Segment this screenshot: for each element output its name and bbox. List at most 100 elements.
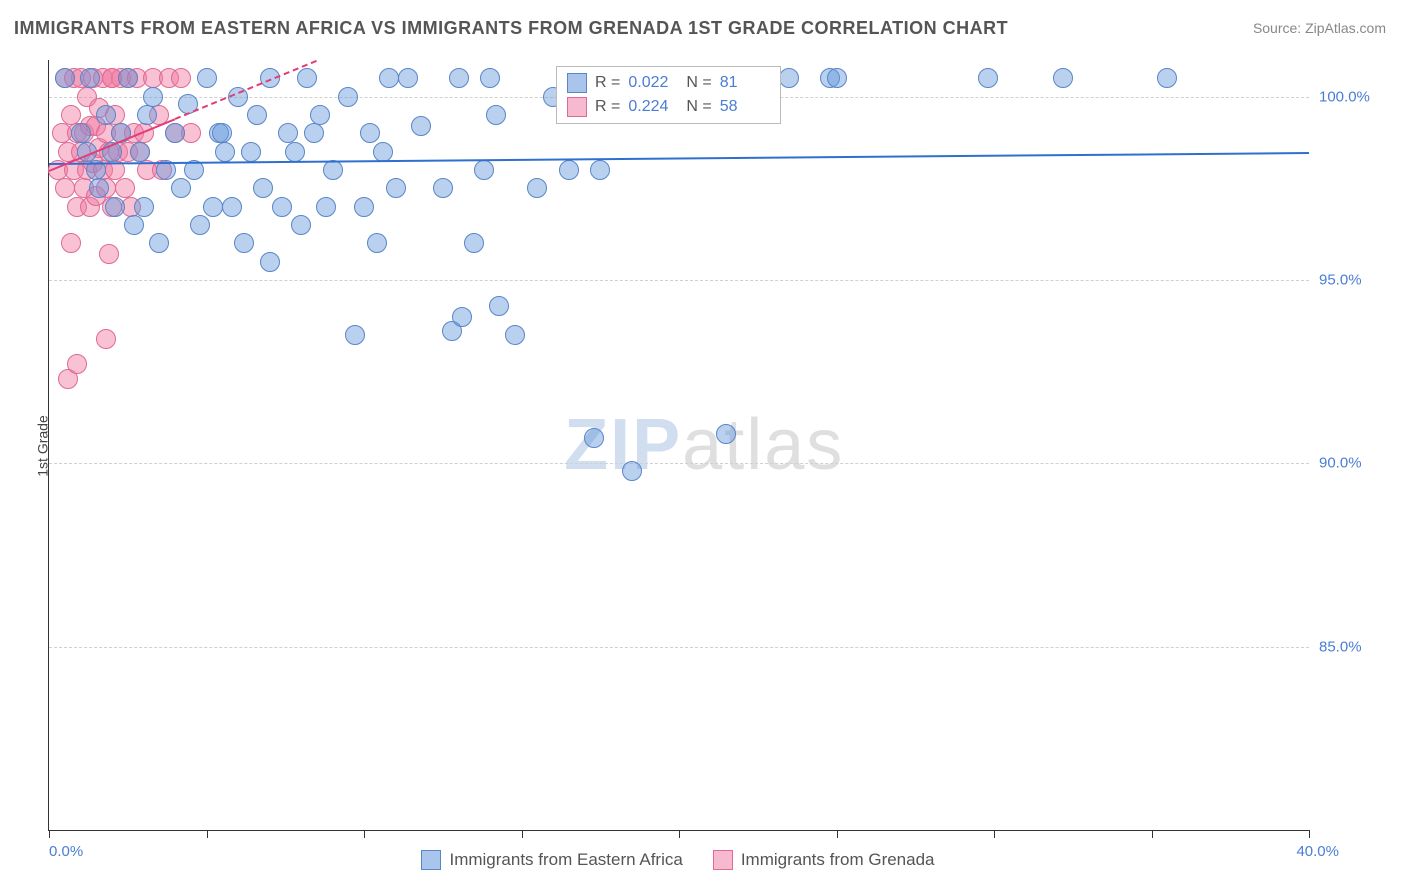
data-point bbox=[367, 233, 387, 253]
y-tick-label: 85.0% bbox=[1319, 638, 1379, 655]
data-point bbox=[354, 197, 374, 217]
legend-series-label: Immigrants from Grenada bbox=[741, 850, 935, 870]
data-point bbox=[215, 142, 235, 162]
data-point bbox=[527, 178, 547, 198]
data-point bbox=[449, 68, 469, 88]
legend-r-label: R = bbox=[595, 71, 620, 95]
data-point bbox=[143, 87, 163, 107]
data-point bbox=[398, 68, 418, 88]
data-point bbox=[171, 178, 191, 198]
source-credit: Source: ZipAtlas.com bbox=[1253, 20, 1386, 36]
data-point bbox=[137, 105, 157, 125]
data-point bbox=[96, 329, 116, 349]
data-point bbox=[345, 325, 365, 345]
data-point bbox=[105, 197, 125, 217]
legend-item: Immigrants from Grenada bbox=[713, 850, 935, 870]
data-point bbox=[203, 197, 223, 217]
data-point bbox=[67, 354, 87, 374]
x-tick bbox=[1152, 830, 1153, 838]
data-point bbox=[1157, 68, 1177, 88]
data-point bbox=[291, 215, 311, 235]
y-tick-label: 100.0% bbox=[1319, 88, 1379, 105]
data-point bbox=[190, 215, 210, 235]
x-tick bbox=[679, 830, 680, 838]
data-point bbox=[212, 123, 232, 143]
legend-swatch bbox=[567, 97, 587, 117]
x-tick bbox=[1309, 830, 1310, 838]
data-point bbox=[165, 123, 185, 143]
data-point bbox=[197, 68, 217, 88]
legend-swatch bbox=[421, 850, 441, 870]
data-point bbox=[379, 68, 399, 88]
data-point bbox=[310, 105, 330, 125]
chart-title: IMMIGRANTS FROM EASTERN AFRICA VS IMMIGR… bbox=[14, 18, 1008, 39]
trend-line bbox=[49, 152, 1309, 165]
correlation-legend: R = 0.022 N = 81 R = 0.224 N = 58 bbox=[556, 66, 781, 124]
data-point bbox=[304, 123, 324, 143]
legend-r-value: 0.224 bbox=[628, 95, 678, 119]
data-point bbox=[779, 68, 799, 88]
gridline bbox=[49, 463, 1309, 464]
data-point bbox=[241, 142, 261, 162]
data-point bbox=[559, 160, 579, 180]
legend-n-label: N = bbox=[686, 71, 711, 95]
data-point bbox=[71, 123, 91, 143]
data-point bbox=[149, 233, 169, 253]
data-point bbox=[115, 178, 135, 198]
data-point bbox=[222, 197, 242, 217]
plot-area: ZIPatlas 85.0%90.0%95.0%100.0%0.0%40.0% bbox=[48, 60, 1309, 831]
x-tick bbox=[837, 830, 838, 838]
x-tick bbox=[994, 830, 995, 838]
data-point bbox=[360, 123, 380, 143]
data-point bbox=[285, 142, 305, 162]
data-point bbox=[1053, 68, 1073, 88]
data-point bbox=[386, 178, 406, 198]
data-point bbox=[61, 105, 81, 125]
data-point bbox=[55, 68, 75, 88]
x-tick bbox=[207, 830, 208, 838]
legend-series-label: Immigrants from Eastern Africa bbox=[449, 850, 682, 870]
data-point bbox=[118, 68, 138, 88]
data-point bbox=[505, 325, 525, 345]
data-point bbox=[99, 244, 119, 264]
data-point bbox=[316, 197, 336, 217]
x-tick bbox=[364, 830, 365, 838]
legend-row: R = 0.224 N = 58 bbox=[567, 95, 770, 119]
data-point bbox=[486, 105, 506, 125]
data-point bbox=[489, 296, 509, 316]
legend-swatch bbox=[713, 850, 733, 870]
data-point bbox=[260, 252, 280, 272]
data-point bbox=[474, 160, 494, 180]
legend-r-label: R = bbox=[595, 95, 620, 119]
data-point bbox=[978, 68, 998, 88]
trend-line bbox=[175, 60, 317, 120]
watermark-atlas: atlas bbox=[682, 405, 844, 485]
data-point bbox=[89, 178, 109, 198]
legend-r-value: 0.022 bbox=[628, 71, 678, 95]
watermark: ZIPatlas bbox=[564, 404, 844, 486]
data-point bbox=[827, 68, 847, 88]
legend-n-label: N = bbox=[686, 95, 711, 119]
x-tick bbox=[49, 830, 50, 838]
legend-n-value: 58 bbox=[720, 95, 770, 119]
data-point bbox=[716, 424, 736, 444]
data-point bbox=[278, 123, 298, 143]
data-point bbox=[253, 178, 273, 198]
data-point bbox=[622, 461, 642, 481]
data-point bbox=[411, 116, 431, 136]
data-point bbox=[272, 197, 292, 217]
data-point bbox=[134, 197, 154, 217]
x-tick bbox=[522, 830, 523, 838]
data-point bbox=[297, 68, 317, 88]
data-point bbox=[323, 160, 343, 180]
y-tick-label: 90.0% bbox=[1319, 455, 1379, 472]
legend-item: Immigrants from Eastern Africa bbox=[421, 850, 682, 870]
data-point bbox=[96, 105, 116, 125]
legend-row: R = 0.022 N = 81 bbox=[567, 71, 770, 95]
data-point bbox=[338, 87, 358, 107]
data-point bbox=[171, 68, 191, 88]
data-point bbox=[452, 307, 472, 327]
legend-n-value: 81 bbox=[720, 71, 770, 95]
data-point bbox=[124, 215, 144, 235]
y-tick-label: 95.0% bbox=[1319, 272, 1379, 289]
